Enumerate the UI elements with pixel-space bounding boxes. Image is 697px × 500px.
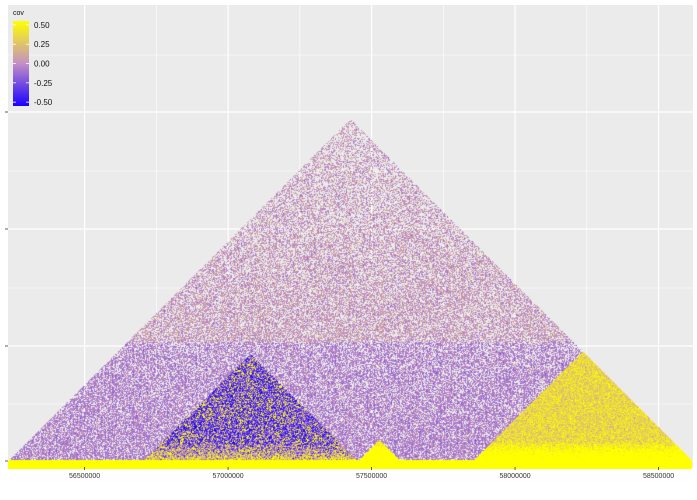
legend-label: 0.00 <box>34 60 50 69</box>
legend-title: cov <box>13 10 24 17</box>
legend-label: -0.50 <box>34 98 53 107</box>
legend-colorbar <box>13 21 29 106</box>
x-tick-label: 57500000 <box>356 473 387 480</box>
legend: cov 0.50 0.25 0.00 -0.25 -0.50 <box>13 10 53 107</box>
x-tick-label: 58500000 <box>643 473 674 480</box>
x-tick-label: 56500000 <box>69 473 100 480</box>
y-axis <box>5 111 8 462</box>
legend-label: 0.50 <box>34 21 50 30</box>
legend-label: -0.25 <box>34 79 53 88</box>
x-tick-label: 58000000 <box>499 473 530 480</box>
x-tick-label: 57000000 <box>213 473 244 480</box>
legend-label: 0.25 <box>34 40 50 49</box>
covariance-triangle <box>8 25 692 469</box>
x-axis: 56500000 57000000 57500000 58000000 58500000 <box>69 467 674 480</box>
